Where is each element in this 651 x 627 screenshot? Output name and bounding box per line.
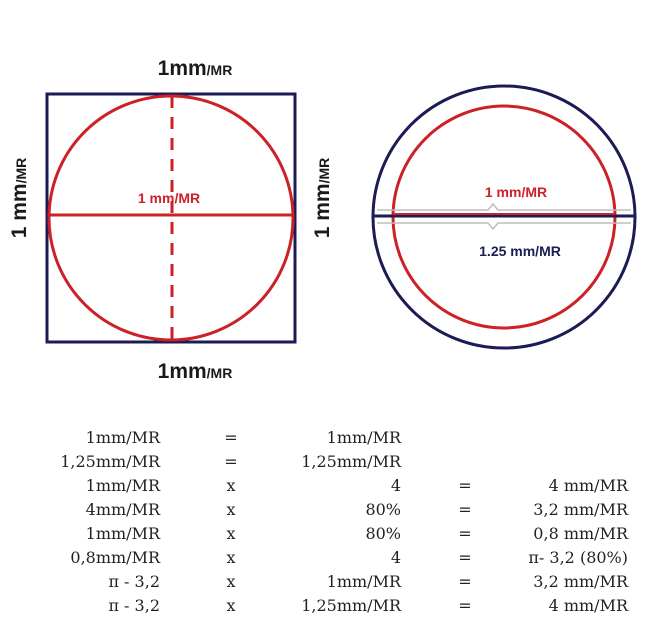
calc-operand-a: 0,8mm/MR bbox=[70, 548, 160, 567]
calc-operand-a: 4mm/MR bbox=[85, 500, 160, 519]
calc-operand-b: 1,25mm/MR bbox=[301, 452, 401, 471]
calc-equals: = bbox=[458, 572, 472, 591]
calc-operand-b: 4 bbox=[390, 548, 401, 567]
calc-row: 4mm/MR x 80% = 3,2 mm/MR bbox=[0, 500, 651, 524]
calc-equals: = bbox=[458, 596, 472, 615]
calc-equals: = bbox=[458, 548, 472, 567]
calc-row: 1mm/MR x 80% = 0,8 mm/MR bbox=[0, 524, 651, 548]
calc-operand-a: 1mm/MR bbox=[85, 476, 160, 495]
calc-row: 1,25mm/MR = 1,25mm/MR bbox=[0, 452, 651, 476]
calc-operand-b: 4 bbox=[390, 476, 401, 495]
measure-bracket-lower bbox=[377, 222, 631, 231]
calc-operand-a: π - 3,2 bbox=[108, 572, 160, 591]
circle-diagram: 1 mm/MR 1.25 mm/MR bbox=[371, 84, 637, 350]
calc-operand-b: 1mm/MR bbox=[326, 572, 401, 591]
calc-row: π - 3,2 x 1,25mm/MR = 4 mm/MR bbox=[0, 596, 651, 620]
measurement-diagram: 1mm/MR 1mm/MR 1 mm/MR 1 mm/MR 1 mm/MR 1 … bbox=[8, 57, 637, 383]
calc-operator: x bbox=[226, 500, 236, 519]
calc-operator: = bbox=[224, 428, 238, 447]
calc-operand-b: 1,25mm/MR bbox=[301, 596, 401, 615]
calc-operand-b: 1mm/MR bbox=[326, 428, 401, 447]
measure-bracket-upper bbox=[377, 202, 631, 211]
calc-operator: = bbox=[224, 452, 238, 471]
outer-square bbox=[45, 92, 297, 344]
calc-operator: x bbox=[226, 524, 236, 543]
calc-operand-a: 1,25mm/MR bbox=[60, 452, 160, 471]
calc-row: 1mm/MR x 4 = 4 mm/MR bbox=[0, 476, 651, 500]
calc-operator: x bbox=[226, 548, 236, 567]
calc-operand-b: 80% bbox=[365, 524, 401, 543]
calc-operand-a: 1mm/MR bbox=[85, 524, 160, 543]
square-left-label: 1 mm/MR bbox=[8, 158, 31, 239]
inner-circle-label: 1 mm/MR bbox=[485, 184, 547, 200]
inscribed-circle bbox=[47, 94, 295, 342]
calc-equals: = bbox=[458, 500, 472, 519]
calculation-table: 1mm/MR = 1mm/MR 1,25mm/MR = 1,25mm/MR 1m… bbox=[0, 428, 651, 620]
square-center-label: 1 mm/MR bbox=[138, 190, 200, 206]
calc-row: π - 3,2 x 1mm/MR = 3,2 mm/MR bbox=[0, 572, 651, 596]
calc-operand-a: π - 3,2 bbox=[108, 596, 160, 615]
calc-result: π- 3,2 (80%) bbox=[528, 548, 628, 567]
calc-equals: = bbox=[458, 524, 472, 543]
calc-equals: = bbox=[458, 476, 472, 495]
calc-result: 4 mm/MR bbox=[548, 596, 628, 615]
calc-operand-a: 1mm/MR bbox=[85, 428, 160, 447]
outer-circle-label: 1.25 mm/MR bbox=[479, 243, 561, 259]
calc-operator: x bbox=[226, 476, 236, 495]
calc-row: 1mm/MR = 1mm/MR bbox=[0, 428, 651, 452]
calc-row: 0,8mm/MR x 4 = π- 3,2 (80%) bbox=[0, 548, 651, 572]
square-bottom-label: 1mm/MR bbox=[158, 360, 233, 383]
calc-result: 3,2 mm/MR bbox=[533, 572, 628, 591]
square-diagram: 1mm/MR 1mm/MR 1 mm/MR 1 mm/MR 1 mm/MR bbox=[8, 57, 334, 383]
calc-result: 3,2 mm/MR bbox=[533, 500, 628, 519]
calc-operator: x bbox=[226, 572, 236, 591]
calc-result: 4 mm/MR bbox=[548, 476, 628, 495]
calc-result: 0,8 mm/MR bbox=[533, 524, 628, 543]
calc-operator: x bbox=[226, 596, 236, 615]
square-top-label: 1mm/MR bbox=[158, 57, 233, 80]
calc-operand-b: 80% bbox=[365, 500, 401, 519]
square-right-label: 1 mm/MR bbox=[311, 158, 334, 239]
